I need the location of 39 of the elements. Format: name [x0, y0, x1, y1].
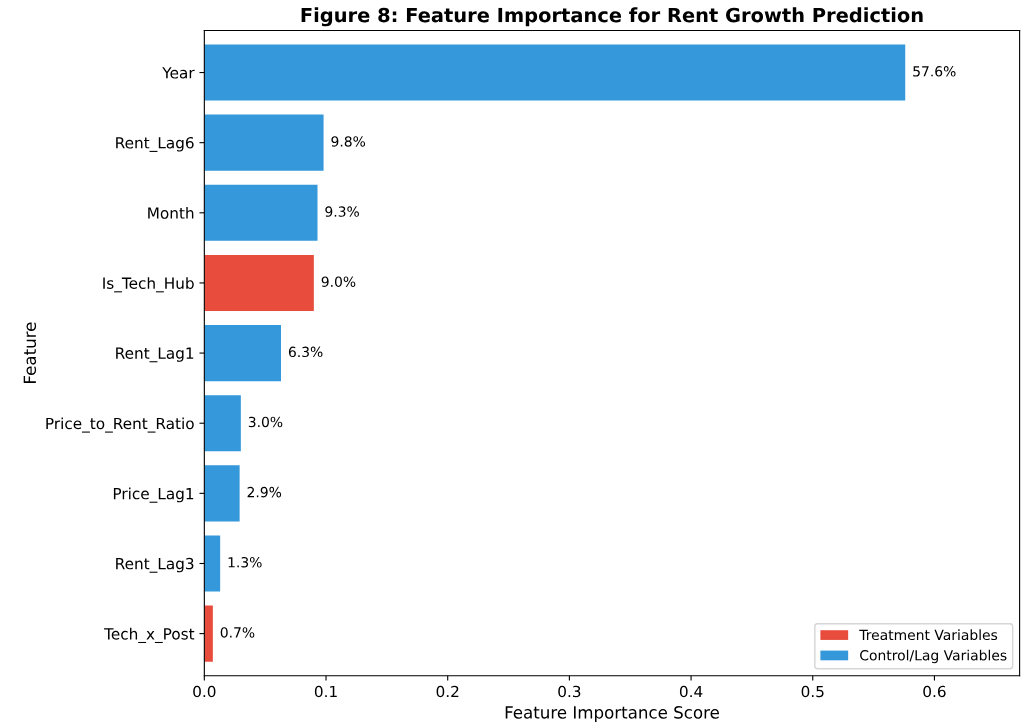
legend-label: Control/Lag Variables — [860, 649, 1007, 664]
chart-title: Figure 8: Feature Importance for Rent Growth Prediction — [301, 7, 923, 27]
y-tick-label: Month — [148, 207, 194, 219]
x-tick-label: 0.2 — [436, 685, 459, 698]
y-tick-label: Year — [162, 67, 195, 79]
bar — [204, 44, 906, 101]
bar — [204, 184, 318, 241]
y-tick-label: Rent_Lag1 — [116, 347, 194, 363]
data-label: 6.3% — [288, 346, 323, 358]
bar — [204, 114, 324, 171]
x-tick-label: 0.5 — [801, 685, 824, 698]
x-tick-label: 0.3 — [558, 685, 581, 698]
x-tick-label: 0.0 — [193, 685, 216, 698]
data-label: 0.7% — [220, 627, 255, 638]
x-tick-label: 0.6 — [923, 685, 946, 698]
y-axis-title: Feature — [23, 322, 37, 383]
y-tick-label: Price_to_Rent_Ratio — [46, 417, 194, 433]
y-tick-label: Tech_x_Post — [104, 627, 195, 644]
data-label: 3.0% — [248, 416, 283, 428]
bar — [204, 254, 314, 311]
data-label: 9.0% — [321, 276, 356, 287]
data-label: 9.8% — [331, 136, 366, 147]
data-label: 1.3% — [228, 557, 262, 568]
x-axis-title: Feature Importance Score — [505, 706, 719, 722]
data-label: 2.9% — [247, 486, 282, 498]
legend-label: Treatment Variables — [859, 629, 998, 641]
y-tick-label: Price_Lag1 — [113, 487, 194, 503]
y-tick-label: Rent_Lag6 — [116, 137, 194, 152]
bar — [204, 535, 221, 592]
x-tick-label: 0.4 — [679, 685, 703, 698]
bar — [204, 605, 213, 662]
y-tick-label: Rent_Lag3 — [116, 557, 194, 573]
bar — [204, 325, 281, 382]
data-label: 57.6% — [913, 66, 956, 77]
y-tick-label: Is_Tech_Hub — [103, 277, 194, 293]
x-tick-label: 0.1 — [314, 685, 337, 698]
bar — [204, 395, 241, 452]
bar — [204, 465, 240, 522]
data-label: 9.3% — [325, 206, 359, 217]
